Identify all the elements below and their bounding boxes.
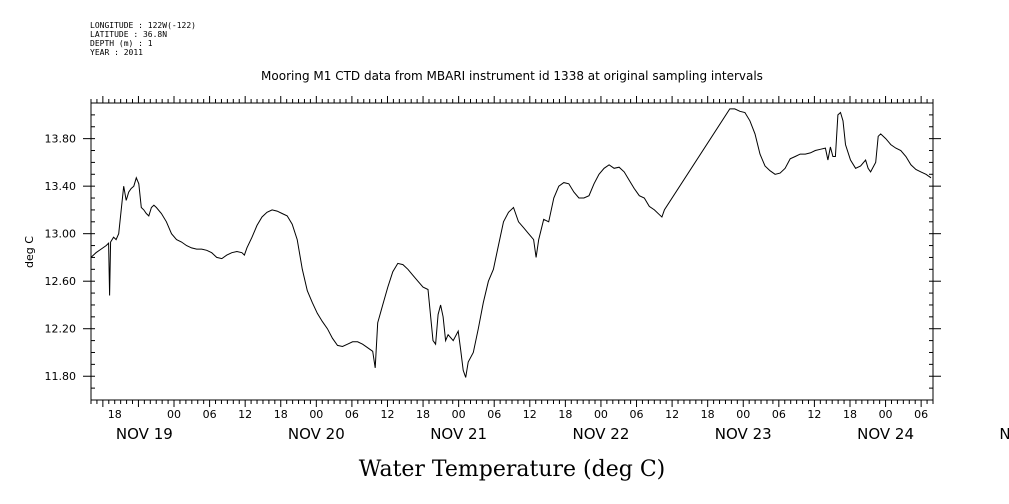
x-day-label: NOV 19 xyxy=(116,425,173,443)
x-day-label: NOV 23 xyxy=(715,425,772,443)
x-tick-label: 06 xyxy=(203,408,217,421)
temperature-line xyxy=(90,108,932,378)
x-tick-label: 12 xyxy=(523,408,537,421)
x-axis: 18 00 06 12 18 00 06 12 18 00 06 12 18 00 06 12 18 00 06 12… xyxy=(90,96,1009,443)
x-tick-label: 00 xyxy=(879,408,893,421)
x-tick-label: 06 xyxy=(914,408,928,421)
plot-frame xyxy=(90,102,934,401)
x-day-label: NOV 25 xyxy=(999,425,1009,443)
y-tick-label: 13.40 xyxy=(45,180,77,193)
x-tick-label: 06 xyxy=(772,408,786,421)
x-tick-label: 06 xyxy=(345,408,359,421)
x-tick-label: 18 xyxy=(274,408,288,421)
chart-title: Mooring M1 CTD data from MBARI instrumen… xyxy=(261,69,763,83)
x-tick-label: 12 xyxy=(665,408,679,421)
x-tick-label: 00 xyxy=(736,408,750,421)
year-text: YEAR : 2011 xyxy=(90,48,143,57)
latitude-text: LATITUDE : 36.8N xyxy=(90,30,168,39)
x-day-label: NOV 24 xyxy=(857,425,914,443)
x-tick-label: 12 xyxy=(380,408,394,421)
x-tick-label: 18 xyxy=(701,408,715,421)
x-day-label: NOV 21 xyxy=(430,425,487,443)
y-tick-label: 11.80 xyxy=(45,370,77,383)
y-tick-label: 12.20 xyxy=(45,323,77,336)
x-tick-label: 18 xyxy=(416,408,430,421)
metadata-block: LONGITUDE : 122W(-122) LATITUDE : 36.8N … xyxy=(90,21,196,57)
x-axis-label: Water Temperature (deg C) xyxy=(359,457,666,482)
x-tick-label: 00 xyxy=(167,408,181,421)
y-tick-label: 12.60 xyxy=(45,275,77,288)
y-tick-label: 13.80 xyxy=(45,133,77,146)
x-tick-label: 18 xyxy=(108,408,122,421)
y-axis: 11.80 12.20 12.60 13.00 13.40 13.80 xyxy=(45,114,941,389)
x-tick-label: 06 xyxy=(487,408,501,421)
x-day-label: NOV 22 xyxy=(572,425,629,443)
x-day-label: NOV 20 xyxy=(288,425,345,443)
y-tick-label: 13.00 xyxy=(45,228,77,241)
x-tick-label: 00 xyxy=(452,408,466,421)
x-tick-label: 00 xyxy=(309,408,323,421)
x-tick-label: 12 xyxy=(807,408,821,421)
x-tick-label: 00 xyxy=(594,408,608,421)
x-tick-label: 18 xyxy=(558,408,572,421)
x-tick-label: 12 xyxy=(238,408,252,421)
series-group xyxy=(90,108,932,378)
x-tick-label: 06 xyxy=(630,408,644,421)
y-axis-label: deg C xyxy=(23,236,36,268)
depth-text: DEPTH (m) : 1 xyxy=(90,39,153,48)
longitude-text: LONGITUDE : 122W(-122) xyxy=(90,21,196,30)
x-tick-label: 18 xyxy=(843,408,857,421)
